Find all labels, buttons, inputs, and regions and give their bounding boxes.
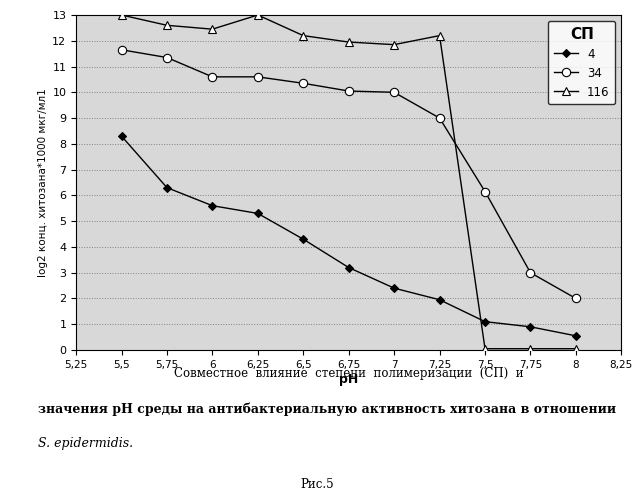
34: [345, 88, 353, 94]
116: [163, 22, 171, 28]
116: [436, 32, 443, 38]
34: [118, 47, 126, 53]
4: [254, 210, 262, 216]
34: [527, 270, 534, 276]
34: [299, 80, 307, 86]
4: [572, 333, 579, 339]
4: [209, 202, 216, 208]
4: [527, 324, 534, 330]
116: [345, 39, 353, 45]
Text: S. epidermidis.: S. epidermidis.: [38, 438, 133, 450]
Text: Совместное  влияние  степени  полимеризации  (СП)  и: Совместное влияние степени полимеризации…: [174, 368, 524, 380]
34: [572, 296, 579, 302]
4: [299, 236, 307, 242]
34: [163, 54, 171, 60]
Line: 4: 4: [119, 134, 579, 338]
34: [254, 74, 262, 80]
Legend: 4, 34, 116: 4, 34, 116: [548, 21, 616, 104]
4: [436, 296, 443, 302]
116: [254, 12, 262, 18]
Line: 34: 34: [117, 46, 580, 302]
34: [209, 74, 216, 80]
116: [572, 346, 579, 352]
4: [163, 184, 171, 190]
116: [481, 346, 489, 352]
116: [527, 346, 534, 352]
Text: Рис.5: Рис.5: [300, 478, 334, 490]
116: [209, 26, 216, 32]
4: [118, 133, 126, 139]
34: [391, 90, 398, 96]
116: [299, 32, 307, 38]
116: [118, 12, 126, 18]
116: [391, 42, 398, 48]
4: [481, 318, 489, 324]
34: [436, 115, 443, 121]
4: [345, 264, 353, 270]
Text: значения рН среды на антибактериальную активность хитозана в отношении: значения рН среды на антибактериальную а…: [38, 402, 616, 416]
34: [481, 188, 489, 194]
4: [391, 285, 398, 291]
Line: 116: 116: [117, 11, 580, 353]
Y-axis label: log2 конц. хитозана*1000 мкг/мл1: log2 конц. хитозана*1000 мкг/мл1: [38, 88, 48, 277]
X-axis label: pH: pH: [339, 372, 358, 386]
